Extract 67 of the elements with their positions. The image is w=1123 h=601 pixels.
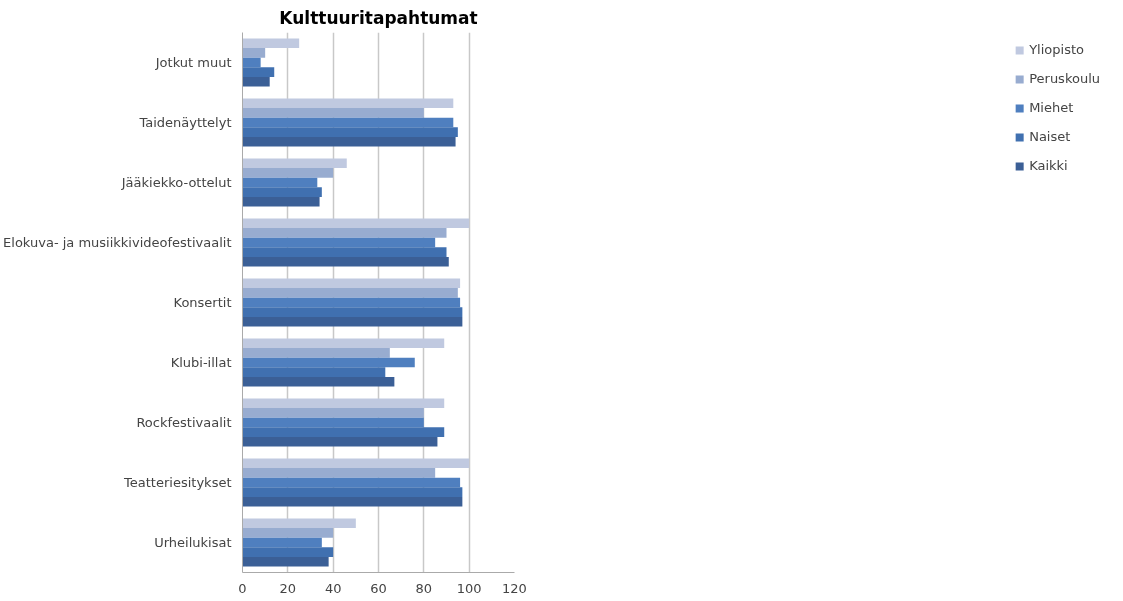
bar: [242, 487, 463, 497]
y-tick-label: Rockfestivaalit: [136, 415, 232, 430]
bar: [242, 228, 447, 238]
bar: [242, 556, 329, 567]
x-tick-label: 40: [324, 580, 342, 596]
y-tick-label: Jotkut muut: [154, 55, 232, 70]
bar: [242, 547, 334, 557]
bar: [242, 537, 322, 548]
y-tick-label: Elokuva- ja musiikkivideofestivaalit: [3, 235, 232, 250]
x-tick-label: 80: [415, 580, 433, 596]
y-tick-label: Jääkiekko-ottelut: [120, 175, 232, 190]
bar: [242, 158, 347, 169]
bar: [242, 417, 424, 428]
bar: [242, 48, 266, 58]
x-tick-label: 120: [502, 580, 527, 596]
bar: [242, 98, 454, 109]
bar: [242, 67, 275, 77]
legend-label: Miehet: [1029, 100, 1074, 115]
bar: [242, 398, 445, 409]
bar: [242, 256, 449, 267]
chart-title: Kulttuuritapahtumat: [279, 7, 478, 28]
legend-label: Yliopisto: [1029, 42, 1084, 57]
bar: [242, 247, 447, 257]
bar: [242, 127, 458, 137]
bar: [242, 297, 461, 308]
legend-label: Peruskoulu: [1029, 71, 1100, 86]
bar: [242, 76, 270, 87]
y-tick-label: Teatteriesitykset: [123, 475, 232, 490]
bar: [242, 187, 322, 197]
bar: [242, 477, 461, 488]
bar: [242, 376, 395, 387]
bar: [242, 436, 438, 447]
bar: [242, 316, 463, 327]
bar: [242, 408, 424, 418]
bar: [242, 307, 463, 317]
bar: [242, 177, 318, 188]
x-tick-label: 60: [370, 580, 387, 596]
bar: [242, 117, 454, 128]
bar: [242, 237, 436, 248]
bar: [242, 338, 445, 349]
bar: [242, 348, 390, 358]
y-tick-label: Konsertit: [173, 295, 232, 310]
bar: [242, 427, 445, 437]
bar: [242, 168, 334, 178]
bar: [242, 518, 356, 529]
y-tick-label: Taidenäyttelyt: [138, 115, 232, 130]
bar: [242, 357, 415, 368]
bar: [242, 458, 470, 469]
y-tick-label: Urheilukisat: [154, 535, 232, 550]
x-tick-label: 100: [456, 580, 482, 596]
y-tick-label: Klubi-illat: [170, 355, 232, 370]
bar: [242, 196, 320, 207]
bar: [242, 108, 424, 118]
bar: [242, 57, 261, 68]
bar: [242, 136, 456, 147]
bar: [242, 468, 436, 478]
legend-label: Naiset: [1029, 129, 1071, 144]
bar: [242, 278, 461, 289]
bar: [242, 38, 300, 49]
bar: [242, 288, 458, 298]
bar: [242, 496, 463, 507]
x-tick-label: 20: [279, 580, 297, 596]
legend-label: Kaikki: [1029, 158, 1068, 173]
bar: [242, 528, 334, 538]
bar: [242, 218, 470, 229]
x-tick-label: 0: [238, 580, 247, 596]
bar: [242, 367, 386, 377]
